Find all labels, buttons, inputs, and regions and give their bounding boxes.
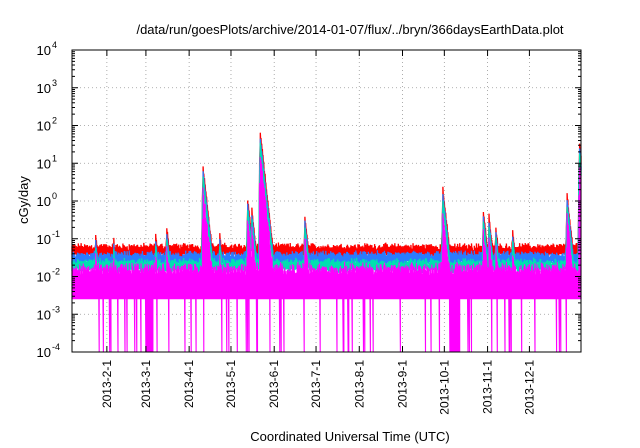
y-tick-exponent: -3 bbox=[52, 304, 60, 314]
y-tick-label: 10 bbox=[37, 345, 51, 360]
y-tick-exponent: -1 bbox=[52, 229, 60, 239]
x-tick-label: 2013-2-1 bbox=[100, 360, 114, 408]
y-tick-exponent: 1 bbox=[52, 153, 57, 163]
y-axis-label: cGy/day bbox=[16, 176, 31, 224]
y-tick-label: 10 bbox=[37, 270, 51, 285]
x-tick-label: 2013-12-1 bbox=[522, 360, 536, 415]
x-tick-label: 2013-9-1 bbox=[396, 360, 410, 408]
data-series-0 bbox=[71, 132, 582, 259]
y-tick-exponent: 4 bbox=[52, 40, 57, 50]
x-tick-label: 2013-10-1 bbox=[437, 360, 451, 415]
y-tick-label: 10 bbox=[37, 43, 51, 58]
x-tick-label: 2013-11-1 bbox=[481, 360, 495, 414]
x-tick-label: 2013-4-1 bbox=[182, 360, 196, 408]
x-axis-label: Coordinated Universal Time (UTC) bbox=[250, 429, 449, 444]
x-tick-label: 2013-5-1 bbox=[224, 360, 238, 408]
data-series-3 bbox=[71, 157, 582, 353]
y-tick-exponent: 3 bbox=[52, 78, 57, 88]
y-tick-exponent: -2 bbox=[52, 267, 60, 277]
y-tick-label: 10 bbox=[37, 232, 51, 247]
y-tick-label: 10 bbox=[37, 81, 51, 96]
data-series-2 bbox=[71, 142, 582, 274]
y-tick-label: 10 bbox=[37, 194, 51, 209]
y-tick-label: 10 bbox=[37, 307, 51, 322]
x-tick-label: 2013-6-1 bbox=[267, 360, 281, 408]
x-tick-label: 2013-7-1 bbox=[309, 360, 323, 408]
y-tick-label: 10 bbox=[37, 119, 51, 134]
y-tick-exponent: 2 bbox=[52, 116, 57, 126]
x-tick-label: 2013-8-1 bbox=[352, 360, 366, 408]
data-series bbox=[71, 132, 582, 353]
y-tick-label: 10 bbox=[37, 156, 51, 171]
chart-title: /data/run/goesPlots/archive/2014-01-07/f… bbox=[136, 22, 563, 37]
x-tick-label: 2013-3-1 bbox=[139, 360, 153, 408]
y-tick-exponent: 0 bbox=[52, 191, 57, 201]
y-tick-exponent: -4 bbox=[52, 342, 60, 352]
